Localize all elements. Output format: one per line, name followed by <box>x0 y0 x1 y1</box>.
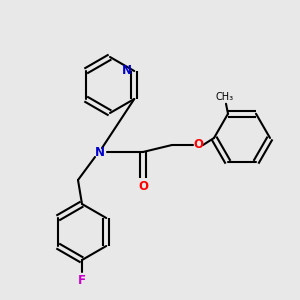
Text: CH₃: CH₃ <box>216 92 234 102</box>
Text: F: F <box>78 274 86 287</box>
Text: N: N <box>95 146 105 158</box>
Text: O: O <box>193 139 203 152</box>
Text: O: O <box>138 181 148 194</box>
Text: N: N <box>122 64 132 77</box>
